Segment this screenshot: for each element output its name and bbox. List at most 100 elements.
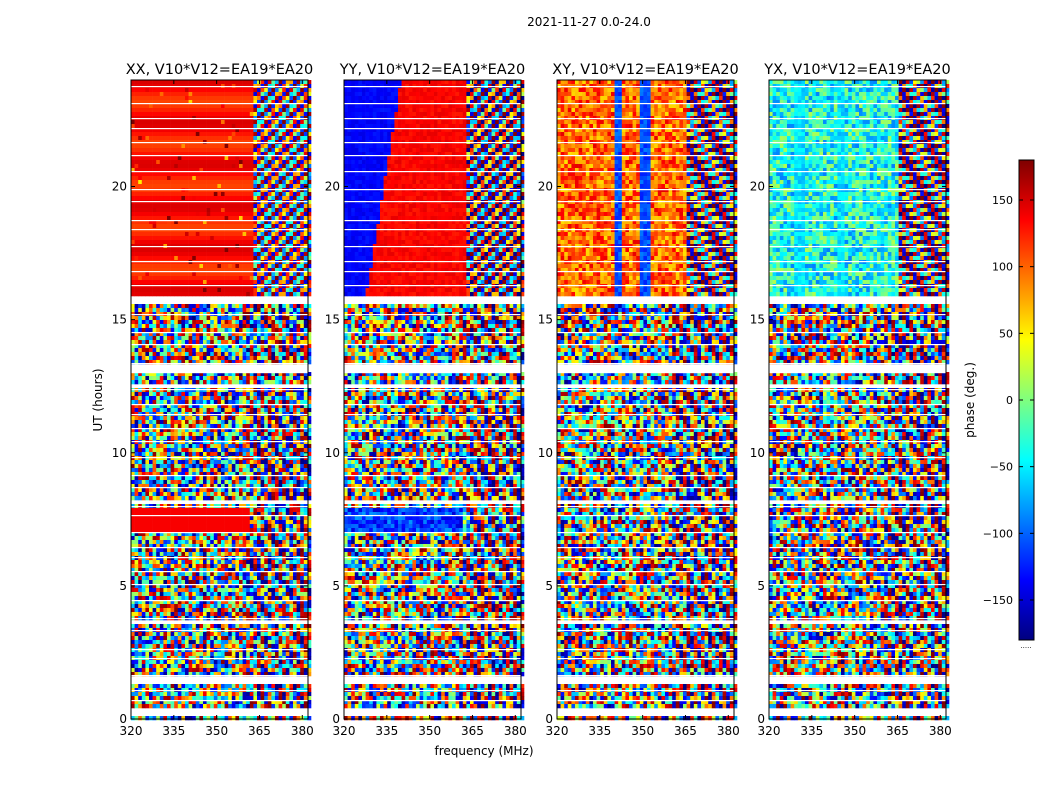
heatmap-cell bbox=[203, 196, 207, 200]
heatmap-cell bbox=[156, 196, 160, 200]
heatmap-cell bbox=[271, 80, 275, 84]
heatmap-cell bbox=[286, 132, 290, 136]
heatmap-cell bbox=[214, 148, 218, 152]
heatmap-cell bbox=[171, 192, 175, 196]
heatmap-cell bbox=[286, 112, 290, 116]
heatmap-cell bbox=[217, 156, 221, 160]
heatmap-cell bbox=[304, 192, 308, 196]
heatmap-cell bbox=[239, 136, 243, 140]
heatmap-cell bbox=[250, 112, 254, 116]
heatmap-cell bbox=[189, 160, 193, 164]
heatmap-cell bbox=[293, 80, 297, 84]
heatmap-cell bbox=[239, 120, 243, 124]
heatmap-cell bbox=[178, 88, 182, 92]
heatmap-cell bbox=[250, 80, 254, 84]
heatmap-cell bbox=[163, 148, 167, 152]
heatmap-cell bbox=[156, 176, 160, 180]
heatmap-cell bbox=[199, 108, 203, 112]
heatmap-cell bbox=[225, 184, 229, 188]
heatmap-cell bbox=[199, 164, 203, 168]
heatmap-cell bbox=[286, 80, 290, 84]
heatmap-cell bbox=[293, 180, 297, 184]
heatmap-cell bbox=[203, 172, 207, 176]
heatmap-cell bbox=[221, 144, 225, 148]
heatmap-cell bbox=[286, 120, 290, 124]
heatmap-cell bbox=[300, 88, 304, 92]
heatmap-cell bbox=[217, 148, 221, 152]
heatmap-cell bbox=[271, 192, 275, 196]
heatmap-cell bbox=[261, 164, 265, 168]
heatmap-cell bbox=[163, 172, 167, 176]
heatmap-cell bbox=[149, 180, 153, 184]
heatmap-cell bbox=[300, 184, 304, 188]
heatmap-cell bbox=[282, 112, 286, 116]
heatmap-cell bbox=[174, 136, 178, 140]
heatmap-cell bbox=[297, 120, 301, 124]
heatmap-cell bbox=[196, 180, 200, 184]
heatmap-cell bbox=[232, 124, 236, 128]
heatmap-cell bbox=[171, 104, 175, 108]
heatmap-cell bbox=[178, 176, 182, 180]
heatmap-cell bbox=[282, 80, 286, 84]
heatmap-cell bbox=[171, 112, 175, 116]
heatmap-cell bbox=[228, 132, 232, 136]
heatmap-cell bbox=[228, 144, 232, 148]
heatmap-cell bbox=[145, 160, 149, 164]
heatmap-cell bbox=[239, 164, 243, 168]
heatmap-cell bbox=[261, 204, 265, 208]
heatmap-cell bbox=[257, 164, 261, 168]
heatmap-cell bbox=[225, 104, 229, 108]
heatmap-cell bbox=[268, 104, 272, 108]
heatmap-cell bbox=[185, 156, 189, 160]
heatmap-cell bbox=[207, 148, 211, 152]
heatmap-cell bbox=[275, 96, 279, 100]
heatmap-cell bbox=[163, 96, 167, 100]
heatmap-cell bbox=[300, 92, 304, 96]
heatmap-cell bbox=[163, 180, 167, 184]
heatmap-cell bbox=[289, 80, 293, 84]
heatmap-cell bbox=[264, 148, 268, 152]
heatmap-cell bbox=[304, 160, 308, 164]
heatmap-cell bbox=[239, 176, 243, 180]
heatmap-cell bbox=[221, 112, 225, 116]
heatmap-cell bbox=[145, 184, 149, 188]
heatmap-cell bbox=[142, 172, 146, 176]
heatmap-cell bbox=[268, 160, 272, 164]
heatmap-cell bbox=[221, 176, 225, 180]
heatmap-cell bbox=[181, 144, 185, 148]
heatmap-cell bbox=[243, 96, 247, 100]
heatmap-cell bbox=[232, 92, 236, 96]
heatmap-cell bbox=[185, 164, 189, 168]
heatmap-cell bbox=[228, 204, 232, 208]
heatmap-cell bbox=[171, 120, 175, 124]
heatmap-cell bbox=[250, 88, 254, 92]
heatmap-cell bbox=[235, 88, 239, 92]
heatmap-cell bbox=[163, 156, 167, 160]
heatmap-cell bbox=[207, 196, 211, 200]
heatmap-cell bbox=[192, 108, 196, 112]
heatmap-cell bbox=[257, 176, 261, 180]
heatmap-cell bbox=[304, 164, 308, 168]
heatmap-cell bbox=[181, 204, 185, 208]
heatmap-cell bbox=[163, 104, 167, 108]
heatmap-cell bbox=[246, 124, 250, 128]
heatmap-cell bbox=[246, 144, 250, 148]
heatmap-cell bbox=[289, 144, 293, 148]
heatmap-cell bbox=[149, 156, 153, 160]
heatmap-cell bbox=[268, 144, 272, 148]
heatmap-cell bbox=[135, 164, 139, 168]
heatmap-cell bbox=[217, 124, 221, 128]
heatmap-cell bbox=[207, 88, 211, 92]
heatmap-cell bbox=[304, 176, 308, 180]
heatmap-cell bbox=[149, 96, 153, 100]
heatmap-cell bbox=[264, 144, 268, 148]
heatmap-cell bbox=[153, 124, 157, 128]
heatmap-cell bbox=[268, 96, 272, 100]
heatmap-cell bbox=[160, 164, 164, 168]
heatmap-cell bbox=[163, 108, 167, 112]
heatmap-cell bbox=[160, 204, 164, 208]
heatmap-cell bbox=[135, 92, 139, 96]
heatmap-cell bbox=[181, 136, 185, 140]
heatmap-cell bbox=[174, 112, 178, 116]
heatmap-cell bbox=[261, 92, 265, 96]
